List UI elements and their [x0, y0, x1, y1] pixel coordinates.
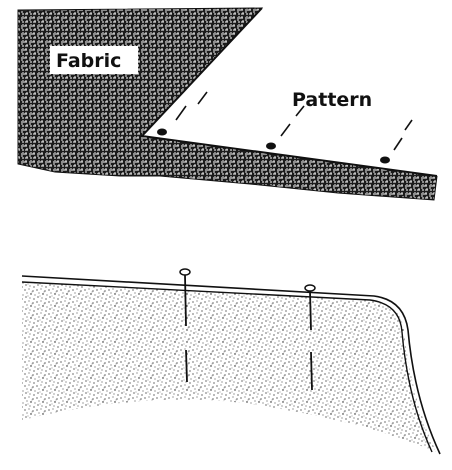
paper-edge: [21, 275, 441, 455]
pin-icon: [179, 268, 191, 383]
bottom-figure: [21, 268, 441, 455]
pin-icon: [304, 284, 316, 391]
pin-icon: [157, 91, 208, 136]
paper-edge-inner: [21, 281, 433, 453]
fabric-label-bg: [50, 46, 138, 74]
top-figure: Fabric Pattern: [17, 7, 452, 201]
pattern-paper: [142, 8, 452, 176]
pin-icon: [266, 105, 305, 150]
pattern-edge: [139, 7, 438, 177]
pattern-label: Pattern: [292, 89, 372, 111]
fabric-label: Fabric: [56, 50, 121, 72]
pin-icon: [380, 119, 413, 164]
fabric-swatch: [22, 282, 436, 452]
